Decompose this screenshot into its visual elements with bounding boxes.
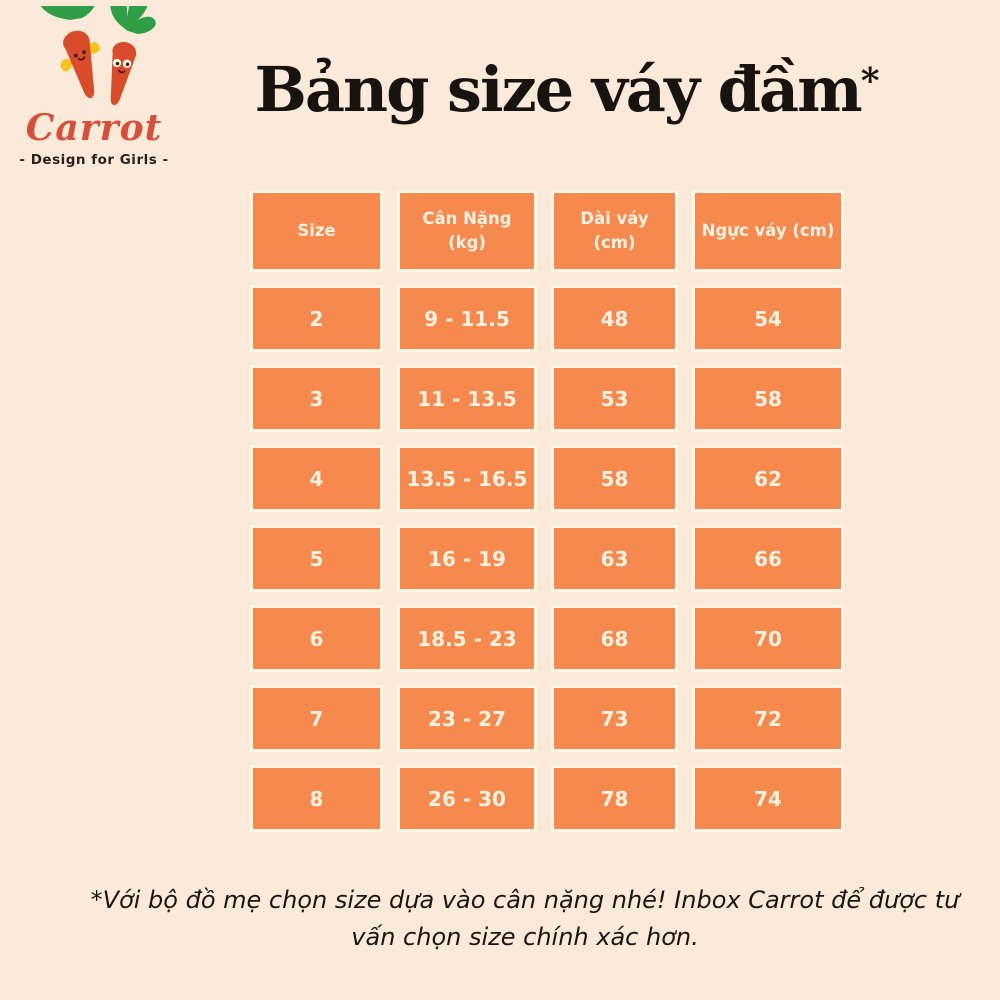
table-cell: 6 [250, 605, 383, 672]
size-chart-table: Size Cân Nặng (kg) Dài váy (cm) Ngực váy (c… [250, 190, 844, 832]
table-cell: 68 [551, 605, 678, 672]
header-cell: Ngực váy (cm) [692, 190, 844, 272]
table-cell: 23 - 27 [397, 685, 537, 752]
page-title: Bảng size váy đầm* [134, 53, 1000, 126]
brand-logo: Carrot - Design for Girls - [14, 6, 174, 168]
carrot-characters-illustration [34, 6, 156, 106]
title-asterisk: * [860, 60, 880, 102]
table-cell: 3 [250, 365, 383, 432]
table-cell: 2 [250, 285, 383, 352]
table-cell: 4 [250, 445, 383, 512]
brand-name: Carrot [25, 107, 163, 149]
table-cell: 13.5 - 16.5 [397, 445, 537, 512]
table-cell: 7 [250, 685, 383, 752]
header-cell: Size [250, 190, 383, 272]
page-title-text: Bảng size váy đầm [254, 53, 862, 126]
table-cell: 5 [250, 525, 383, 592]
table-cell: 48 [551, 285, 678, 352]
table-cell: 58 [692, 365, 844, 432]
table-cell: 9 - 11.5 [397, 285, 537, 352]
table-cell: 53 [551, 365, 678, 432]
header-cell: Dài váy (cm) [551, 190, 678, 272]
brand-tagline: - Design for Girls - [19, 152, 169, 168]
table-cell: 58 [551, 445, 678, 512]
table-cell: 62 [692, 445, 844, 512]
table-cell: 8 [250, 765, 383, 832]
table-cell: 11 - 13.5 [397, 365, 537, 432]
table-cell: 26 - 30 [397, 765, 537, 832]
table-cell: 74 [692, 765, 844, 832]
table-cell: 78 [551, 765, 678, 832]
header-cell: Cân Nặng (kg) [397, 190, 537, 272]
table-cell: 73 [551, 685, 678, 752]
table-cell: 16 - 19 [397, 525, 537, 592]
footnote-text: *Với bộ đồ mẹ chọn size dựa vào cân nặng… [90, 886, 960, 952]
table-cell: 18.5 - 23 [397, 605, 537, 672]
table-cell: 70 [692, 605, 844, 672]
table-cell: 63 [551, 525, 678, 592]
table-cell: 54 [692, 285, 844, 352]
table-cell: 66 [692, 525, 844, 592]
table-cell: 72 [692, 685, 844, 752]
